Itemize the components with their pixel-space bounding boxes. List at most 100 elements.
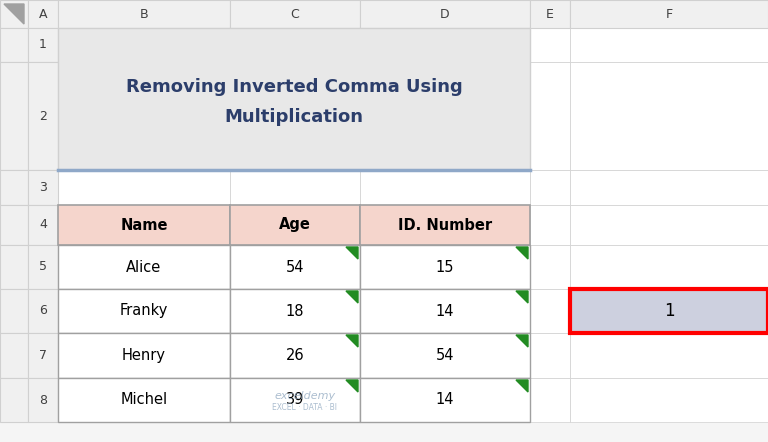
Bar xyxy=(530,62,570,170)
Bar xyxy=(230,378,360,422)
Text: C: C xyxy=(290,8,300,20)
Text: 18: 18 xyxy=(286,304,304,319)
Bar xyxy=(360,0,530,28)
Bar xyxy=(360,205,530,245)
Text: ID. Number: ID. Number xyxy=(398,217,492,232)
Bar xyxy=(58,205,230,245)
Bar xyxy=(570,205,768,245)
Bar xyxy=(530,205,570,245)
Bar xyxy=(230,333,360,378)
Bar xyxy=(28,333,58,378)
Bar xyxy=(230,62,360,170)
Bar xyxy=(0,0,28,28)
Bar xyxy=(0,378,28,422)
Bar xyxy=(530,378,570,422)
Text: 14: 14 xyxy=(435,392,454,408)
Bar xyxy=(58,205,230,245)
Bar xyxy=(570,0,768,28)
Bar xyxy=(0,333,28,378)
Text: Age: Age xyxy=(279,217,311,232)
Bar xyxy=(0,170,28,205)
Bar xyxy=(28,378,58,422)
Text: 4: 4 xyxy=(39,218,47,232)
Bar xyxy=(570,289,768,333)
Bar xyxy=(360,62,530,170)
Bar xyxy=(230,245,360,289)
Text: exceldemy: exceldemy xyxy=(274,391,336,401)
Bar xyxy=(360,28,530,62)
Bar xyxy=(230,205,360,245)
Text: 3: 3 xyxy=(39,181,47,194)
Text: 8: 8 xyxy=(39,393,47,407)
Bar xyxy=(530,0,570,28)
Bar xyxy=(360,378,530,422)
Bar xyxy=(570,28,768,62)
Bar xyxy=(58,245,230,289)
Text: F: F xyxy=(665,8,673,20)
Text: 54: 54 xyxy=(286,259,304,274)
Bar xyxy=(230,333,360,378)
Bar xyxy=(58,170,230,205)
Bar xyxy=(230,28,360,62)
Polygon shape xyxy=(346,335,358,347)
Bar xyxy=(58,28,230,62)
Text: 54: 54 xyxy=(435,348,454,363)
Bar xyxy=(230,170,360,205)
Bar xyxy=(570,62,768,170)
Text: 6: 6 xyxy=(39,305,47,317)
Text: 1: 1 xyxy=(664,302,674,320)
Bar xyxy=(230,0,360,28)
Bar xyxy=(58,333,230,378)
Bar xyxy=(530,28,570,62)
Bar xyxy=(360,245,530,289)
Text: E: E xyxy=(546,8,554,20)
Bar xyxy=(28,205,58,245)
Text: 39: 39 xyxy=(286,392,304,408)
Bar xyxy=(58,28,530,170)
Text: Multiplication: Multiplication xyxy=(224,108,363,126)
Bar xyxy=(28,289,58,333)
Bar xyxy=(230,378,360,422)
Bar xyxy=(58,62,230,170)
Bar xyxy=(58,289,230,333)
Text: Henry: Henry xyxy=(122,348,166,363)
Bar xyxy=(360,289,530,333)
Text: A: A xyxy=(38,8,48,20)
Bar xyxy=(530,333,570,378)
Polygon shape xyxy=(346,380,358,392)
Text: Name: Name xyxy=(121,217,167,232)
Text: Removing Inverted Comma Using: Removing Inverted Comma Using xyxy=(126,78,462,96)
Bar xyxy=(360,378,530,422)
Bar xyxy=(360,333,530,378)
Bar xyxy=(360,289,530,333)
Text: Alice: Alice xyxy=(127,259,161,274)
Bar xyxy=(58,378,230,422)
Bar xyxy=(570,245,768,289)
Bar xyxy=(0,289,28,333)
Text: 7: 7 xyxy=(39,349,47,362)
Bar xyxy=(0,28,28,62)
Bar xyxy=(0,245,28,289)
Bar xyxy=(230,245,360,289)
Polygon shape xyxy=(516,380,528,392)
Text: EXCEL · DATA · BI: EXCEL · DATA · BI xyxy=(273,403,337,412)
Bar xyxy=(28,28,58,62)
Bar xyxy=(28,62,58,170)
Polygon shape xyxy=(516,247,528,259)
Text: 5: 5 xyxy=(39,260,47,274)
Polygon shape xyxy=(516,335,528,347)
Text: D: D xyxy=(440,8,450,20)
Text: 14: 14 xyxy=(435,304,454,319)
Bar xyxy=(58,245,230,289)
Bar xyxy=(570,289,768,333)
Bar xyxy=(230,205,360,245)
Bar xyxy=(360,333,530,378)
Bar xyxy=(570,289,768,333)
Bar xyxy=(0,205,28,245)
Bar xyxy=(570,170,768,205)
Polygon shape xyxy=(516,291,528,303)
Text: Michel: Michel xyxy=(121,392,167,408)
Bar xyxy=(570,333,768,378)
Bar xyxy=(530,245,570,289)
Bar xyxy=(28,245,58,289)
